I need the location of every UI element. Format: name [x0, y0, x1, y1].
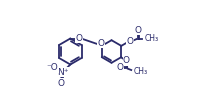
Text: O: O — [127, 37, 134, 46]
Text: O: O — [98, 39, 105, 48]
Text: O: O — [75, 34, 82, 43]
Text: ⁻O: ⁻O — [47, 63, 58, 72]
Text: O: O — [116, 63, 123, 72]
Text: CH₃: CH₃ — [145, 34, 159, 43]
Text: O: O — [58, 79, 65, 88]
Text: O: O — [123, 56, 130, 65]
Text: N⁺: N⁺ — [57, 68, 68, 77]
Text: CH₃: CH₃ — [134, 67, 148, 76]
Text: O: O — [135, 26, 142, 35]
